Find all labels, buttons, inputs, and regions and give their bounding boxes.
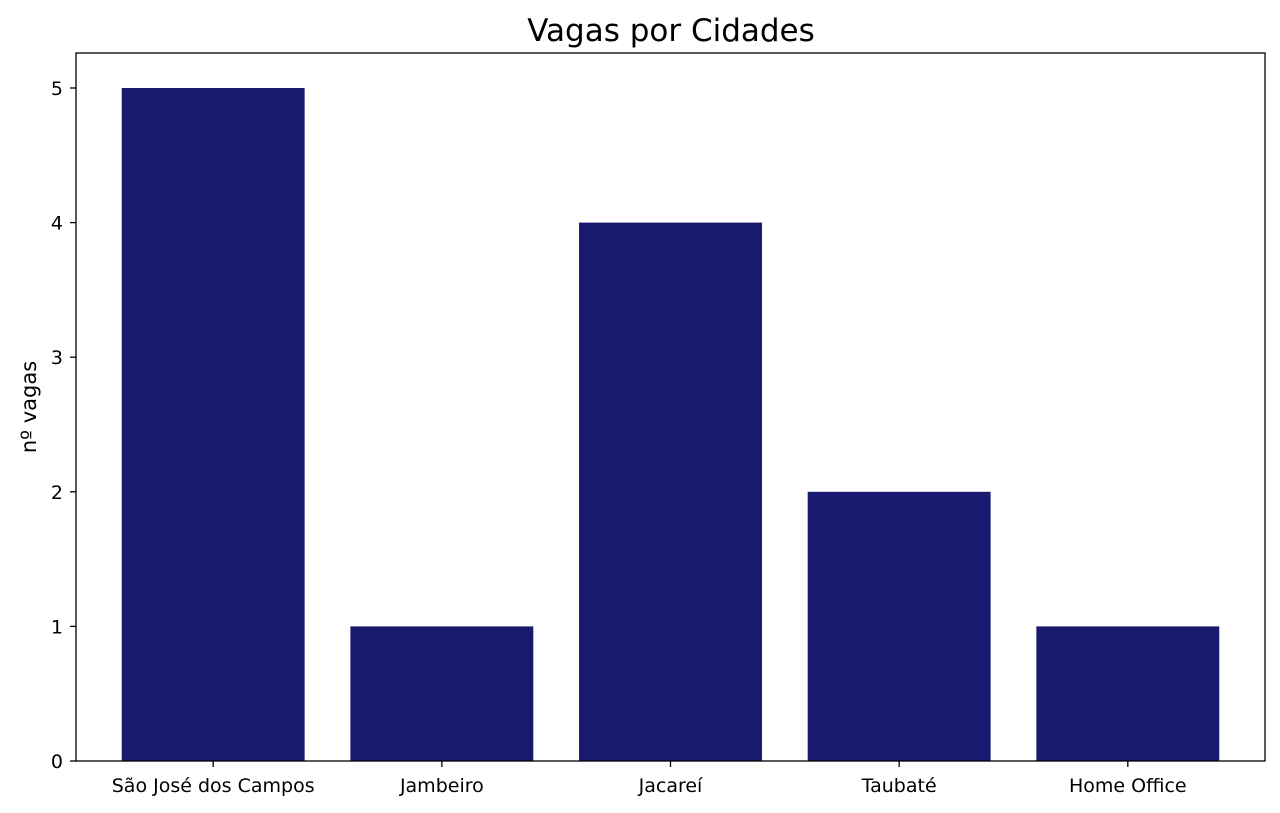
bar-3 [807, 491, 991, 761]
bar-4 [1036, 626, 1220, 761]
x-tick-label: São José dos Campos [112, 775, 315, 797]
x-tick-label: Jambeiro [399, 775, 484, 797]
bar-0 [121, 87, 305, 761]
x-tick-label: Taubaté [861, 775, 937, 797]
y-tick-label: 2 [51, 482, 63, 504]
bar-1 [350, 626, 534, 761]
bars-group [121, 87, 1220, 762]
x-tick-label: Jacareí [638, 775, 703, 797]
y-tick-label: 3 [51, 347, 63, 369]
y-axis-label: nº vagas [17, 361, 41, 453]
plot-frame [75, 52, 1266, 762]
y-tick-label: 5 [51, 78, 63, 100]
bar-2 [579, 222, 762, 762]
chart-title: Vagas por Cidades [527, 13, 815, 49]
y-tick-label: 4 [51, 213, 63, 235]
y-axis-ticks: 0 1 2 3 4 5 [51, 78, 76, 773]
y-tick-label: 0 [51, 751, 63, 773]
x-tick-label: Home Office [1069, 775, 1187, 797]
x-axis-ticks: São José dos Campos Jambeiro Jacareí Taubat… [112, 761, 1187, 797]
y-tick-label: 1 [51, 616, 63, 638]
